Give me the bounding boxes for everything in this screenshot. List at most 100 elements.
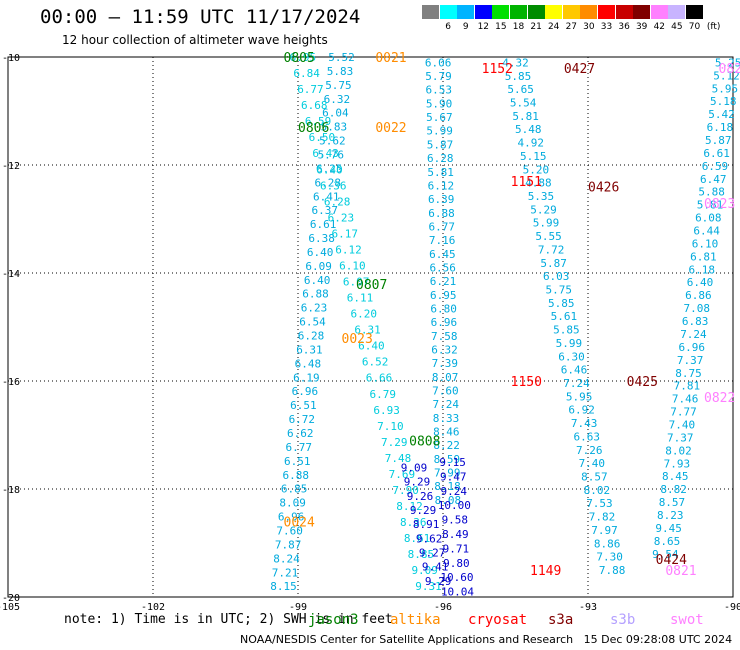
- swh-value-label: 6.37: [311, 204, 338, 217]
- swh-value-label: 10.04: [441, 586, 474, 599]
- pass-number-label: 1151: [511, 175, 542, 190]
- swh-value-label: 5.65: [507, 83, 534, 96]
- swh-value-label: 5.81: [512, 110, 539, 123]
- swh-value-label: 7.10: [377, 420, 404, 433]
- swh-value-label: 5.85: [548, 297, 575, 310]
- swh-value-label: 7.99: [434, 466, 461, 479]
- legend-label: 42: [653, 22, 666, 32]
- swh-value-label: 5.75: [325, 79, 352, 92]
- swh-value-label: 7.40: [579, 457, 606, 470]
- swh-value-label: 7.58: [431, 330, 458, 343]
- swh-value-label: 8.18: [434, 480, 461, 493]
- legend-swatch: [633, 5, 651, 19]
- swh-value-label: 9.62: [416, 532, 443, 545]
- swh-value-label: 5.99: [426, 125, 453, 138]
- swh-value-label: 6.23: [301, 302, 328, 315]
- swh-value-label: 7.40: [669, 418, 696, 431]
- swh-value-label: 6.96: [278, 511, 305, 524]
- swh-value-label: 5.18: [710, 95, 737, 108]
- swh-value-label: 9.27: [419, 546, 446, 559]
- swh-value-label: 7.37: [667, 431, 694, 444]
- chart-subtitle: 12 hour collection of altimeter wave hei…: [62, 33, 328, 47]
- swh-value-label: 8.36: [400, 516, 427, 529]
- pass-number-label: 1149: [530, 564, 561, 579]
- swh-value-label: 8.75: [675, 367, 702, 380]
- swh-value-label: 8.57: [581, 470, 608, 483]
- swh-value-label: 5.95: [566, 390, 593, 403]
- swh-value-label: 6.39: [428, 193, 455, 206]
- pass-number-label: 0823: [704, 197, 735, 212]
- legend-swatch: [422, 5, 439, 19]
- mission-legend-altika: altika: [390, 612, 441, 628]
- pass-number-label: 0024: [284, 515, 315, 530]
- y-tick-label: -12: [2, 161, 20, 172]
- swh-value-label: 6.96: [431, 316, 458, 329]
- legend-label: 33: [600, 22, 613, 32]
- swh-value-label: 5.83: [321, 121, 348, 134]
- swh-value-label: 6.32: [431, 343, 458, 356]
- swh-value-label: 5.85: [505, 70, 532, 83]
- swh-value-label: 6.52: [362, 356, 389, 369]
- swh-value-label: 6.28: [324, 195, 351, 208]
- swh-value-label: 8.57: [659, 496, 686, 509]
- swh-value-label: 7.39: [432, 357, 459, 370]
- legend-swatch: [474, 5, 492, 19]
- swh-value-label: 6.96: [292, 385, 319, 398]
- swh-value-label: 8.07: [432, 371, 459, 384]
- pass-number-label: 0805: [284, 51, 315, 66]
- mission-legend-jason3: jason3: [308, 612, 359, 628]
- swh-value-label: 7.90: [392, 484, 419, 497]
- swh-value-label: 7.16: [429, 234, 456, 247]
- mission-legend-s3a: s3a: [548, 612, 574, 628]
- swh-value-label: 6.79: [370, 388, 397, 401]
- swh-value-label: 6.46: [561, 364, 588, 377]
- x-tick-label: -96: [434, 602, 452, 613]
- legend-label: 21: [530, 22, 542, 32]
- swh-value-label: 5.87: [427, 138, 454, 151]
- swh-value-label: 6.88: [302, 288, 329, 301]
- swh-value-label: 6.93: [373, 404, 400, 417]
- pass-number-label: 0808: [409, 434, 440, 449]
- pass-number-label: 0807: [356, 278, 387, 293]
- swh-value-label: 6.19: [293, 371, 320, 384]
- swh-value-label: 6.30: [558, 350, 585, 363]
- swh-value-label: 6.96: [679, 341, 706, 354]
- swh-value-label: 5.75: [545, 283, 572, 296]
- swh-value-label: 4.32: [502, 56, 529, 69]
- swh-value-label: 6.61: [310, 218, 337, 231]
- swh-value-label: 5.15: [520, 150, 547, 163]
- swh-value-label: 6.61: [703, 147, 730, 160]
- swh-value-label: 6.31: [354, 324, 381, 337]
- swh-value-label: 6.32: [324, 93, 351, 106]
- swh-value-label: 8.45: [662, 470, 689, 483]
- swh-value-label: 6.25: [316, 162, 343, 175]
- swh-value-label: 6.88: [428, 207, 455, 220]
- legend-label: 18: [512, 22, 525, 32]
- pass-number-label: 0427: [564, 62, 595, 77]
- swh-value-label: 8.02: [665, 444, 692, 457]
- swh-value-label: 4.88: [525, 177, 552, 190]
- swh-value-label: 5.12: [713, 69, 740, 82]
- swh-value-label: 6.41: [313, 190, 340, 203]
- swh-value-label: 9.29: [404, 476, 431, 489]
- swh-value-label: 6.21: [430, 275, 457, 288]
- swh-value-label: 7.24: [432, 398, 459, 411]
- legend-swatch: [686, 5, 703, 19]
- pass-number-label: 0424: [656, 553, 687, 568]
- swh-value-label: 8.22: [433, 439, 460, 452]
- swh-value-label: 9.29: [425, 575, 452, 588]
- legend-label: 9: [462, 22, 469, 32]
- swh-value-label: 10.00: [438, 499, 471, 512]
- legend-label: 24: [547, 22, 560, 32]
- swh-value-label: 6.80: [430, 302, 457, 315]
- swh-value-label: 6.51: [284, 455, 311, 468]
- swh-value-label: 7.97: [591, 524, 618, 537]
- legend-label: 70: [688, 22, 701, 32]
- legend-label: 30: [583, 22, 595, 32]
- swh-value-label: 5.42: [708, 108, 735, 121]
- swh-value-label: 6.23: [328, 211, 355, 224]
- swh-value-label: 7.82: [589, 511, 616, 524]
- legend-swatch: [650, 5, 668, 19]
- swh-value-label: 9.31: [415, 580, 442, 593]
- pass-number-label: 0022: [375, 121, 406, 136]
